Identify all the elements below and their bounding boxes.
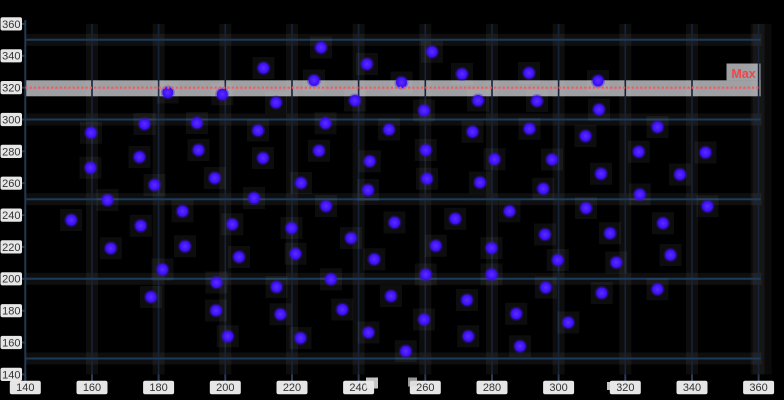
svg-text:200: 200 (216, 382, 234, 394)
svg-text:180: 180 (2, 306, 20, 318)
svg-text:220: 220 (283, 382, 301, 394)
svg-text:320: 320 (2, 83, 20, 95)
svg-text:240: 240 (2, 210, 20, 222)
svg-text:340: 340 (683, 382, 701, 394)
svg-text:Max: Max (731, 67, 755, 81)
svg-text:360: 360 (749, 382, 767, 394)
svg-text:340: 340 (2, 51, 20, 63)
svg-text:280: 280 (483, 382, 501, 394)
svg-text:360: 360 (2, 19, 20, 31)
svg-text:320: 320 (616, 382, 634, 394)
svg-text:140: 140 (2, 369, 20, 381)
svg-text:260: 260 (416, 382, 434, 394)
svg-text:160: 160 (83, 382, 101, 394)
svg-text:200: 200 (2, 274, 20, 286)
svg-text:260: 260 (2, 178, 20, 190)
svg-text:300: 300 (2, 114, 20, 126)
svg-text:180: 180 (149, 382, 167, 394)
svg-text:280: 280 (2, 146, 20, 158)
svg-text:300: 300 (549, 382, 567, 394)
svg-text:240: 240 (349, 382, 367, 394)
svg-text:140: 140 (16, 382, 34, 394)
svg-text:220: 220 (2, 242, 20, 254)
svg-text:160: 160 (2, 337, 20, 349)
